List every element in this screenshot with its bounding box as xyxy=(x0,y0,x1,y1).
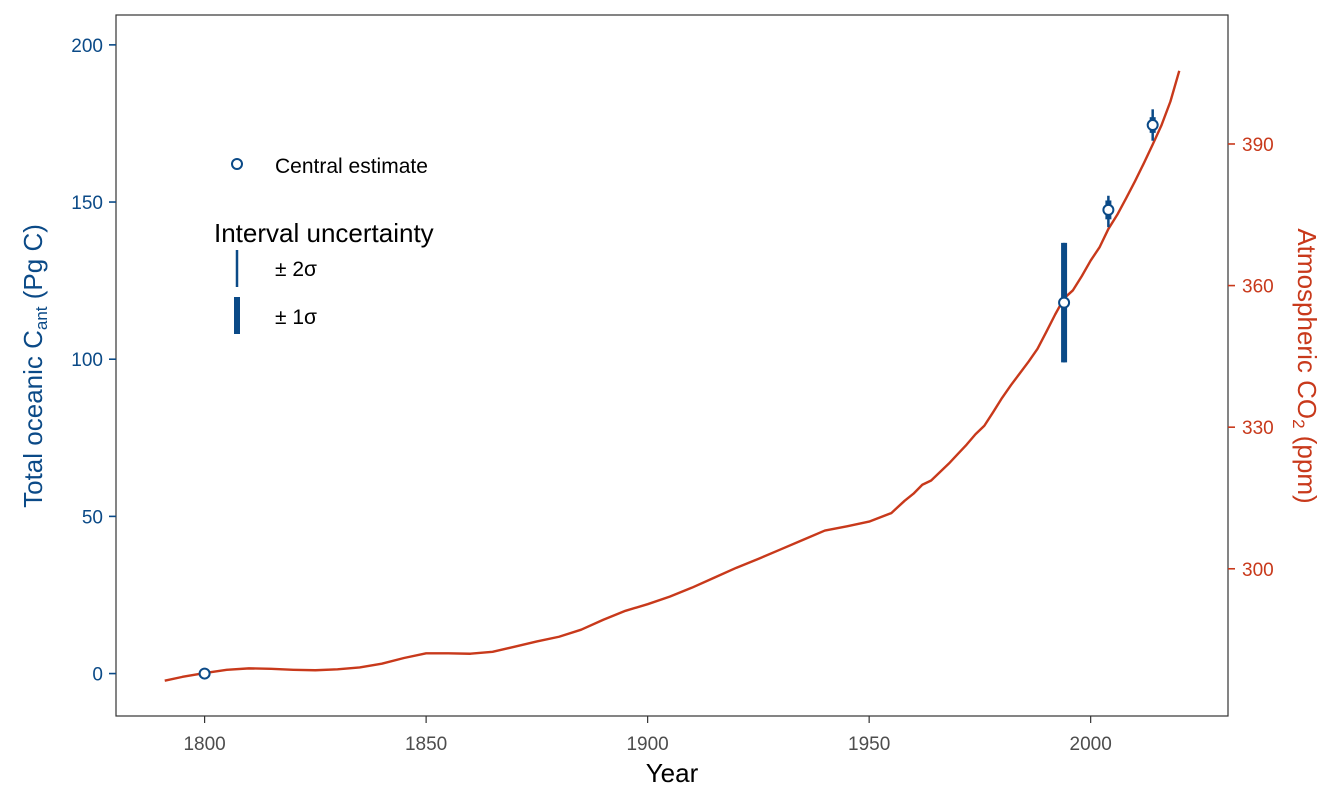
plot-panel xyxy=(115,14,1229,717)
y-axis-left-title: Total oceanic Cant (Pg C) xyxy=(18,224,51,508)
x-tick-label: 1800 xyxy=(183,734,225,755)
x-tick-label: 1900 xyxy=(626,734,668,755)
y-left-tick-label: 50 xyxy=(82,507,103,528)
y-axis-left: 0 50 100 150 200 xyxy=(71,36,116,686)
y-axis-right-title: Atmospheric CO2 (ppm) xyxy=(1289,228,1322,503)
y-right-tick-label: 360 xyxy=(1242,277,1274,298)
y-left-tick-label: 150 xyxy=(71,193,103,214)
y-left-tick-label: 0 xyxy=(92,665,103,686)
legend: Central estimate Interval uncertainty ± … xyxy=(214,155,434,334)
y-right-tick-label: 330 xyxy=(1242,418,1274,439)
x-tick-label: 1950 xyxy=(848,734,890,755)
y-left-tick-label: 100 xyxy=(71,350,103,371)
central-estimate-point xyxy=(1102,203,1115,216)
x-tick-label: 2000 xyxy=(1070,734,1112,755)
y-right-tick-label: 300 xyxy=(1242,560,1274,581)
central-estimate-point xyxy=(1058,296,1071,309)
x-axis: 1800 1850 1900 1950 2000 xyxy=(183,716,1112,755)
legend-1sigma-label: ± 1σ xyxy=(275,306,317,329)
central-estimate-point xyxy=(198,667,211,680)
central-estimate-point xyxy=(1146,119,1159,132)
co2-series-line xyxy=(164,70,1181,682)
ocean-estimates xyxy=(198,109,1159,680)
legend-interval-title: Interval uncertainty xyxy=(214,218,434,248)
y-right-tick-label: 390 xyxy=(1242,135,1274,156)
legend-central-marker xyxy=(231,158,243,170)
legend-central-label: Central estimate xyxy=(275,155,428,178)
y-left-tick-label: 200 xyxy=(71,36,103,57)
x-tick-label: 1850 xyxy=(405,734,447,755)
legend-2sigma-label: ± 2σ xyxy=(275,258,317,281)
x-axis-title: Year xyxy=(646,758,699,788)
y-axis-right: 300 330 360 390 xyxy=(1228,135,1274,581)
